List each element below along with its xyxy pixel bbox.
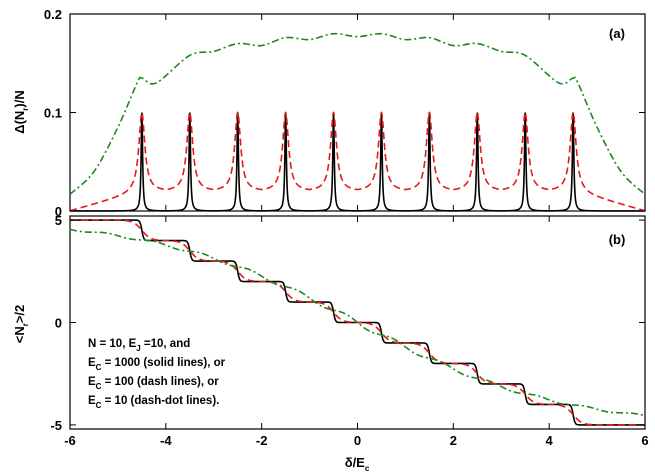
panel-a-y-axis-label: Δ(Nr)/N — [12, 90, 30, 134]
x-tick-label: -4 — [160, 433, 172, 448]
panel-a-series-dash — [69, 111, 646, 212]
annotation-line: EC = 1000 (solid lines), or — [88, 357, 226, 372]
parameter-annotation: N = 10, EJ =10, and EC = 1000 (solid line… — [88, 338, 226, 410]
x-tick-label: -2 — [256, 433, 268, 448]
panel-b-y-ticks: -5 0 5 — [50, 213, 645, 433]
annotation-line: EC = 10 (dash-dot lines). — [88, 395, 219, 410]
panel-a-label: (a) — [609, 26, 625, 41]
panel-b-x-ticks: -6 -4 -2 0 2 4 6 — [64, 216, 649, 448]
x-tick-label: 4 — [546, 433, 554, 448]
panel-a-series-solid — [70, 112, 645, 212]
x-tick-label: -6 — [64, 433, 76, 448]
panel-b-y-tick-label: 0 — [55, 316, 62, 331]
panel-a-series-dash-dot — [69, 32, 646, 195]
annotation-line: EC = 100 (dash lines), or — [88, 376, 219, 391]
panel-b-series-dash-dot — [69, 228, 646, 417]
panel-b-y-axis-label: <Nr>/2 — [12, 305, 30, 344]
x-axis-label: δ/Ec — [345, 455, 370, 472]
x-tick-label: 2 — [450, 433, 457, 448]
panel-a-y-tick-label: 0.2 — [44, 7, 62, 22]
panel-b-series — [69, 219, 646, 426]
annotation-line: N = 10, EJ =10, and — [88, 338, 190, 353]
panel-b-y-tick-label: -5 — [50, 418, 62, 433]
panel-b-series-dash — [70, 219, 645, 426]
x-tick-label: 0 — [354, 433, 361, 448]
panel-a-series — [69, 32, 646, 212]
panel-b: -5 0 5 -6 -4 -2 0 2 4 6 (b) <Nr>/2 δ/Ec N = 10, … — [12, 213, 649, 472]
panel-a-y-ticks: 0 0.1 0.2 — [44, 7, 646, 219]
panel-b-label: (b) — [609, 232, 626, 247]
panel-a-y-tick-label: 0.1 — [44, 106, 62, 121]
panel-a-y-tick-label: 0 — [55, 204, 62, 219]
x-tick-label: 6 — [641, 433, 648, 448]
panel-b-y-tick-label: 5 — [55, 213, 62, 228]
panel-a-frame — [69, 13, 646, 212]
panel-a: 0 0.1 0.2 (a) Δ(Nr)/N — [12, 7, 646, 219]
